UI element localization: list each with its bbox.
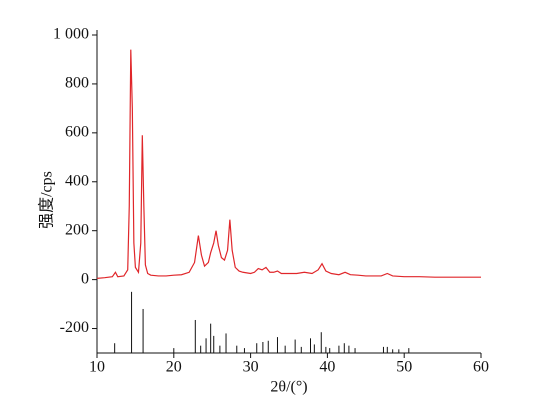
x-tick-label: 50 xyxy=(396,359,412,376)
y-axis-label: 强度/cps xyxy=(38,171,56,229)
x-axis-label: 2θ/(°) xyxy=(270,379,307,396)
x-tick-label: 30 xyxy=(243,359,259,376)
y-tick-label: 1 000 xyxy=(53,26,89,43)
x-tick-label: 60 xyxy=(473,359,489,376)
y-tick-label: -200 xyxy=(60,319,89,336)
y-tick-label: 0 xyxy=(81,270,89,287)
x-tick-label: 40 xyxy=(319,359,335,376)
y-tick-label: 800 xyxy=(65,75,89,92)
x-tick-label: 20 xyxy=(166,359,182,376)
y-tick-label: 400 xyxy=(65,172,89,189)
x-tick-label: 10 xyxy=(89,359,105,376)
pattern-line xyxy=(96,49,481,279)
y-tick-label: 600 xyxy=(65,124,89,141)
y-tick-label: 200 xyxy=(65,221,89,238)
